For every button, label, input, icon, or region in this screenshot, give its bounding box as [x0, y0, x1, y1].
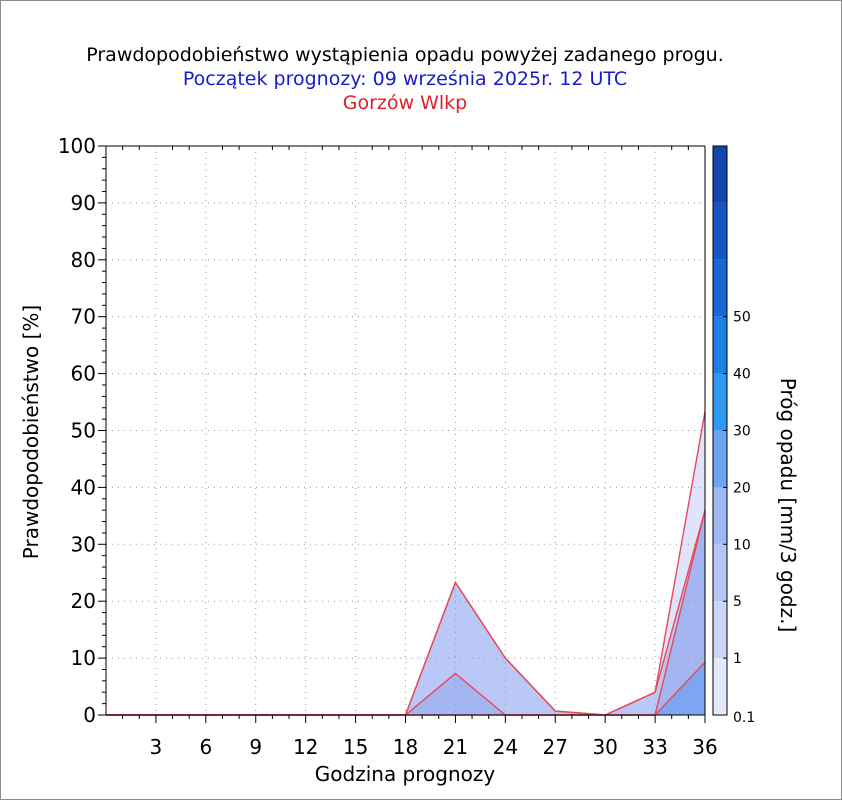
x-tick-label-2: 9 — [249, 735, 262, 759]
colorbar-tick-label-6: 40 — [733, 367, 751, 383]
colorbar-tick-label-5: 30 — [733, 424, 751, 440]
line-series-3 — [106, 661, 706, 716]
y-tick-label-3: 30 — [71, 532, 96, 556]
area-series-2 — [106, 510, 705, 715]
chart-subtitle: Początek prognozy: 09 września 2025r. 12… — [183, 68, 627, 90]
y-tick-label-10: 100 — [58, 134, 96, 158]
y-tick-label-5: 50 — [71, 419, 96, 443]
y-tick-label-6: 60 — [71, 362, 96, 386]
y-tick-label-2: 20 — [71, 589, 96, 613]
colorbar-segment-8 — [713, 202, 727, 260]
colorbar-tick-label-7: 50 — [733, 310, 751, 326]
area-series-3 — [106, 662, 705, 715]
x-tick-label-7: 24 — [493, 735, 518, 759]
colorbar-segment-4 — [713, 430, 727, 488]
x-tick-label-1: 6 — [199, 735, 212, 759]
chart-title: Prawdopodobieństwo wystąpienia opadu pow… — [86, 44, 724, 66]
x-tick-label-3: 12 — [293, 735, 318, 759]
y-tick-label-1: 10 — [71, 646, 96, 670]
x-tick-label-10: 33 — [642, 735, 667, 759]
colorbar-segment-5 — [713, 373, 727, 431]
area-layers — [106, 411, 705, 715]
line-series-2 — [106, 509, 706, 716]
colorbar-tick-label-1: 1 — [733, 651, 742, 667]
x-tick-label-4: 15 — [343, 735, 368, 759]
grid-lines — [106, 146, 705, 715]
y-tick-label-7: 70 — [71, 305, 96, 329]
colorbar-label: Próg opadu [mm/3 godz.] — [776, 378, 800, 633]
y-axis-label: Prawdopodobieństwo [%] — [19, 305, 43, 559]
x-tick-label-5: 18 — [393, 735, 418, 759]
area-series-0 — [106, 411, 705, 715]
x-tick-label-11: 36 — [692, 735, 717, 759]
x-tick-label-8: 27 — [543, 735, 568, 759]
area-series-1 — [106, 510, 705, 715]
y-tick-label-9: 90 — [71, 191, 96, 215]
colorbar-tick-label-2: 5 — [733, 594, 742, 610]
series-lines — [106, 411, 706, 716]
colorbar-segment-6 — [713, 316, 727, 374]
colorbar-segment-3 — [713, 487, 727, 545]
y-tick-label-8: 80 — [71, 248, 96, 272]
x-tick-label-6: 21 — [443, 735, 468, 759]
x-axis-label: Godzina prognozy — [315, 762, 496, 786]
x-tick-label-9: 30 — [592, 735, 617, 759]
colorbar-segment-7 — [713, 259, 727, 317]
colorbar-segment-1 — [713, 601, 727, 659]
colorbar-tick-label-4: 20 — [733, 480, 751, 496]
colorbar-tick-label-0: 0.1 — [733, 710, 755, 726]
colorbar-segment-9 — [713, 146, 727, 203]
line-series-1 — [106, 509, 706, 716]
chart-location: Gorzów Wlkp — [343, 92, 467, 114]
colorbar-segment-0 — [713, 658, 727, 715]
y-tick-label-4: 40 — [71, 475, 96, 499]
y-tick-label-0: 0 — [83, 703, 96, 727]
line-series-0 — [106, 411, 706, 716]
colorbar-segment-2 — [713, 544, 727, 602]
colorbar: 0.1 1 5 10 20 30 40 50 — [712, 145, 755, 726]
x-tick-label-0: 3 — [150, 735, 163, 759]
colorbar-tick-label-3: 10 — [733, 537, 751, 553]
